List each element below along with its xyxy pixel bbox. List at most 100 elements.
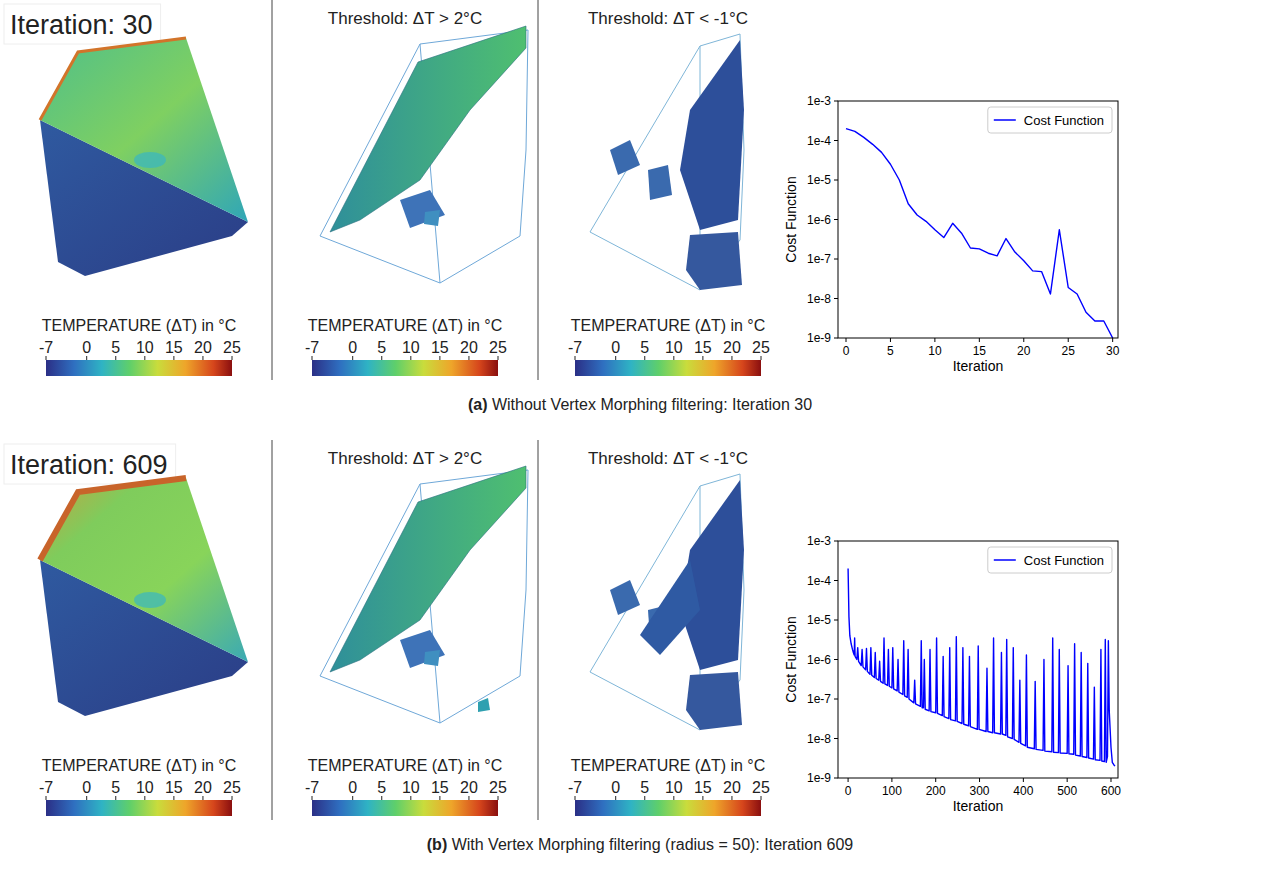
x-axis-title: Iteration [953,358,1004,374]
y-tick-label: 1e-8 [807,732,831,746]
colorbar-tick-label: 25 [752,779,770,796]
colorbar-tick [673,356,674,360]
colorbar [575,800,761,816]
colorbar-tick [46,356,47,360]
colorbar-tick [46,796,47,800]
colorbar-tick [761,796,762,800]
plot-area [848,569,1115,767]
cold-region [686,672,742,730]
colorbar-tick-label: 25 [752,339,770,356]
colorbar [312,360,498,376]
x-tick [979,338,980,342]
colorbar-tick [644,356,645,360]
x-tick-label: 100 [882,784,902,798]
y-tick-label: 1e-8 [807,292,831,306]
colorbar-tick [115,356,116,360]
colorbar-tick-label: 10 [665,339,683,356]
colorbar-tick [731,356,732,360]
line-chart: 1e-91e-81e-71e-61e-51e-41e-3051015202530… [783,94,1120,374]
colorbar-tick-label: 5 [640,779,649,796]
line-chart: 1e-91e-81e-71e-61e-51e-41e-3010020030040… [783,534,1121,814]
y-tick-label: 1e-9 [807,771,831,785]
colorbar-tick-label: 15 [165,779,183,796]
colorbar-tick-label: 10 [402,779,420,796]
x-tick-label: 0 [845,784,852,798]
cold-region [610,140,640,175]
colorbar-tick [702,356,703,360]
plot-frame [838,541,1118,778]
colorbar-tick-label: 5 [111,339,120,356]
colorbar-tick-label: -7 [305,339,319,356]
colorbar-tick [232,796,233,800]
row: Iteration: 609Threshold: ΔT > 2°CThresho… [4,440,853,853]
panel-title: Threshold: ΔT > 2°C [328,449,482,468]
x-tick [935,778,936,782]
colorbar-tick-label: 0 [611,339,620,356]
x-tick-label: 15 [973,344,987,358]
colorbar-tick-label: 20 [723,339,741,356]
figure: Iteration: 30Threshold: ΔT > 2°CThreshol… [0,0,1277,871]
y-tick [834,259,838,260]
hot-region [478,698,490,712]
colorbar-tick [439,356,440,360]
colorbar-tick-label: 15 [431,779,449,796]
y-tick [834,219,838,220]
separator [538,0,539,380]
x-tick-label: 300 [970,784,990,798]
x-tick [1112,338,1113,342]
colorbar-title: TEMPERATURE (ΔT) in °C [571,757,766,774]
legend-box [988,107,1112,133]
colorbar-title: TEMPERATURE (ΔT) in °C [42,757,237,774]
colorbar-tick [352,796,353,800]
x-tick-label: 30 [1106,344,1120,358]
body-upper-face [40,478,248,662]
cold-region [640,560,700,655]
legend-box [988,547,1112,573]
row: Iteration: 30Threshold: ΔT > 2°CThreshol… [4,0,812,413]
legend-label: Cost Function [1024,553,1104,568]
colorbar-tick [468,356,469,360]
hot-region [424,210,440,226]
x-tick-label: 200 [926,784,946,798]
colorbar-tick [232,356,233,360]
x-tick-label: 500 [1057,784,1077,798]
y-axis-title: Cost Function [783,176,799,262]
y-tick-label: 1e-7 [807,692,831,706]
colorbar-tick-label: 5 [640,339,649,356]
colorbar-tick-label: 25 [489,339,507,356]
colorbar-tick [312,356,313,360]
legend: Cost Function [988,547,1112,573]
legend-label: Cost Function [1024,113,1104,128]
caption-label: (a) [468,396,488,413]
body-upper-face [40,38,248,222]
colorbar-tick [761,356,762,360]
colorbar-title: TEMPERATURE (ΔT) in °C [571,317,766,334]
outline [590,34,744,290]
body-edge [40,38,186,120]
cold-region [680,40,744,230]
hot-region [330,466,526,672]
legend-swatch [994,559,1016,561]
colorbar-tick [498,356,499,360]
colorbar-tick [439,796,440,800]
y-tick [834,298,838,299]
y-tick [834,699,838,700]
hot-region [400,630,445,668]
colorbar-tick-label: 20 [723,779,741,796]
iteration-label: Iteration: 609 [10,450,168,480]
y-tick [834,620,838,621]
colorbar-tick [144,356,145,360]
x-tick [848,778,849,782]
colorbar-tick-label: 20 [460,339,478,356]
colorbar-tick [352,356,353,360]
colorbar-tick [202,796,203,800]
x-tick-label: 600 [1101,784,1121,798]
cold-region [648,165,672,200]
body-edge [40,478,186,560]
colorbar-tick [381,356,382,360]
colorbar-tick-label: 0 [82,779,91,796]
y-tick-label: 1e-5 [807,173,831,187]
series-line [848,569,1115,767]
colorbar-tick-label: -7 [39,339,53,356]
hot-region [330,26,526,232]
